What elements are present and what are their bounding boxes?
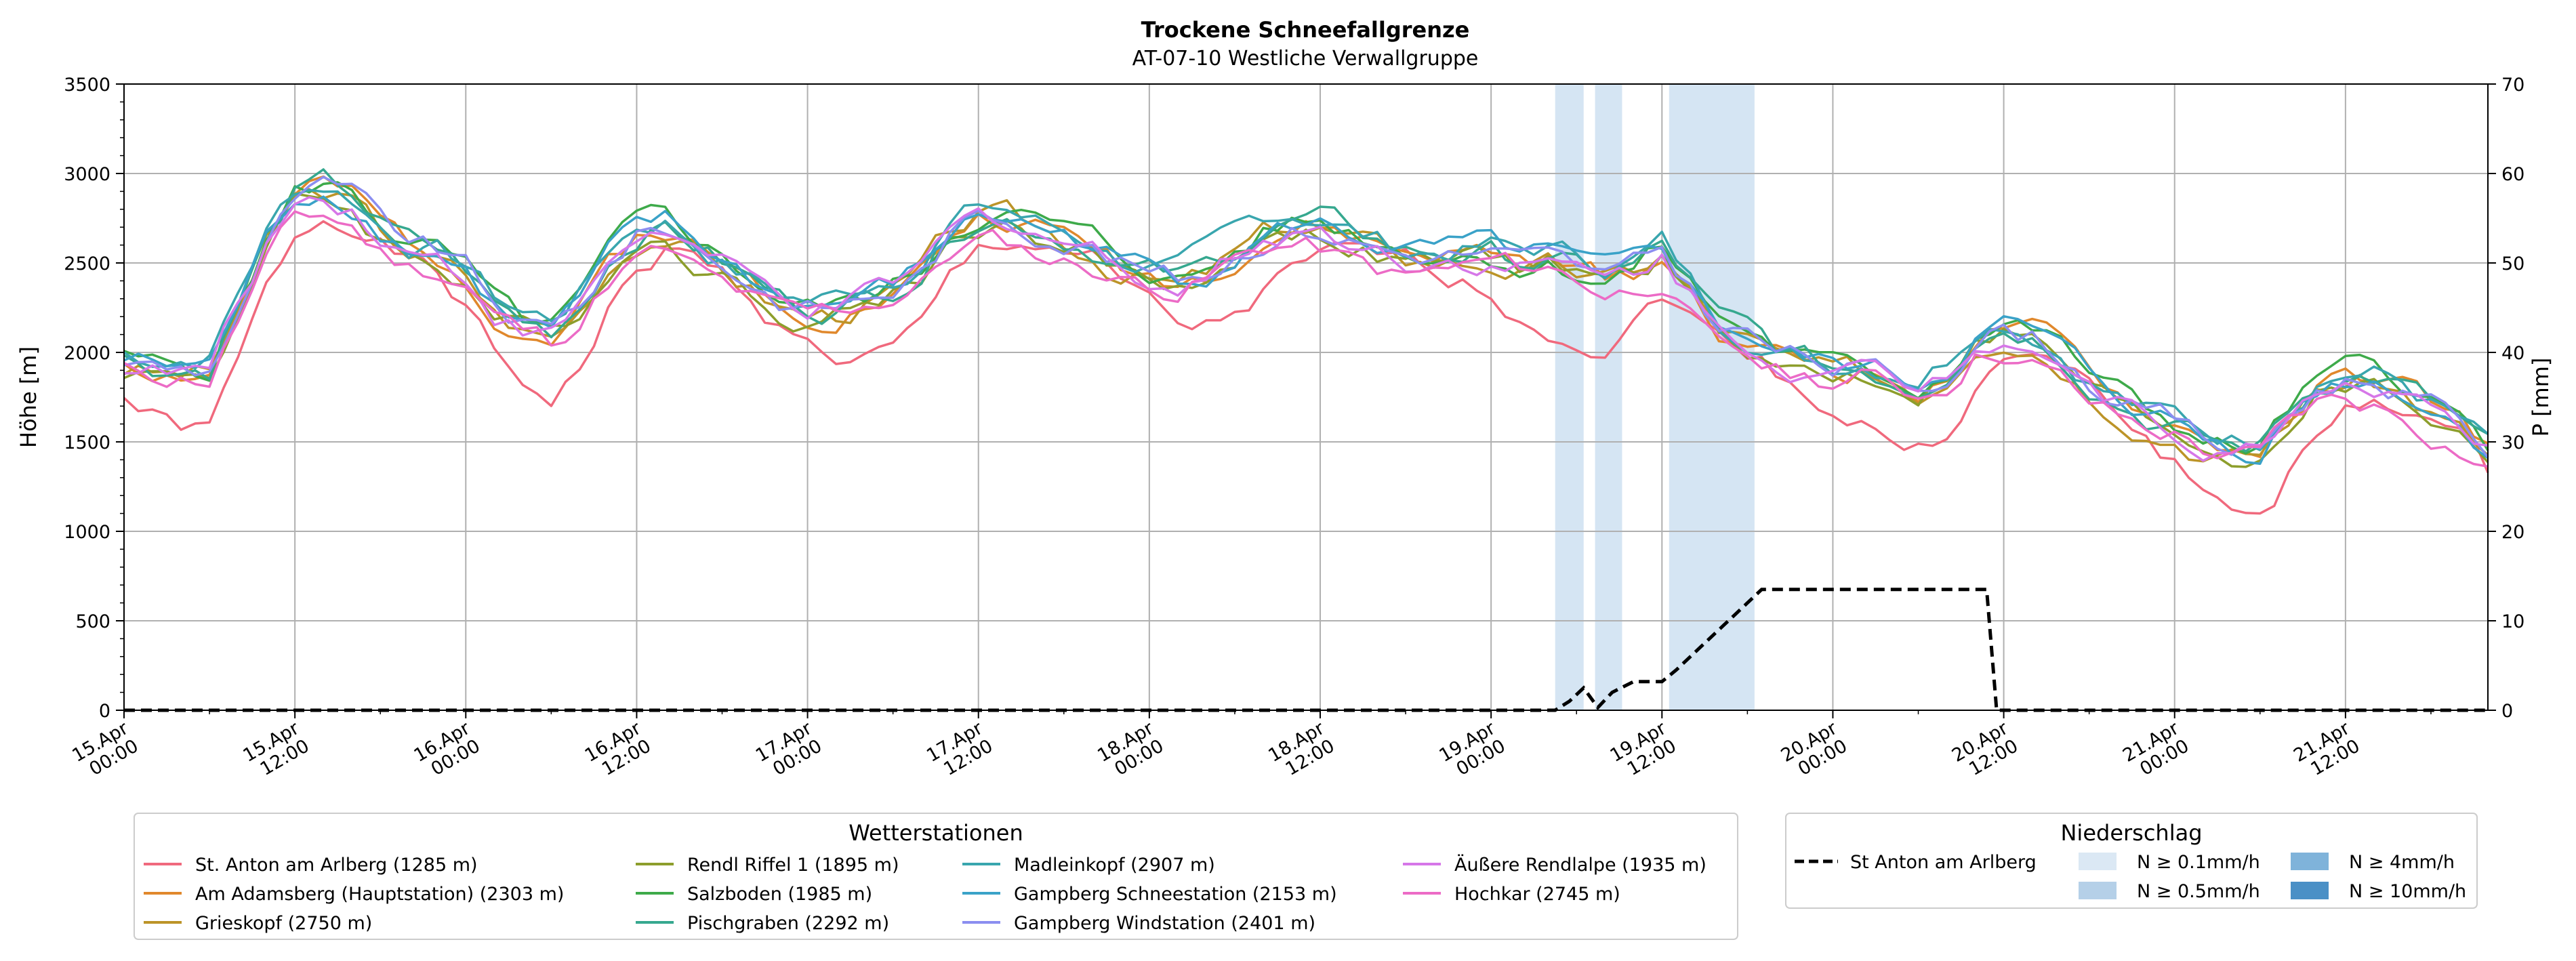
precipitation-spans [1555, 84, 1755, 710]
x-tick-label-3: 16.Apr12:00 [581, 718, 655, 784]
precip-level-label-3: N ≥ 4mm/h [2349, 852, 2455, 873]
x-axis-ticks: 15.Apr00:00 15.Apr12:00 16.Apr00:00 16.Apr1… [68, 710, 2432, 784]
y-tick-label-0: 0 [99, 701, 110, 722]
y-axis-ticks: 0 500 1000 1500 2000 2500 3000 3500 [64, 75, 124, 722]
precip-level-swatch-2 [2079, 882, 2117, 899]
station-line-9 [123, 176, 2489, 458]
y-tick-label-1: 500 [75, 611, 110, 632]
y2-tick-label-2: 20 [2501, 522, 2524, 543]
precip-span-2 [1595, 84, 1622, 710]
station-line-8 [123, 195, 2489, 466]
precip-level-swatch-1 [2079, 853, 2117, 870]
station-line-1 [123, 220, 2489, 515]
x-tick-label-11: 20.Apr12:00 [1948, 718, 2022, 784]
precip-level-swatch-3 [2291, 853, 2329, 870]
precip-legend-items: N ≥ 0.1mm/h N ≥ 0.5mm/h N ≥ 4mm/h N ≥ 10mm/… [2079, 852, 2466, 902]
stations-legend: Wetterstationen St. Anton am Arlberg (12… [134, 813, 1738, 940]
station-lines [123, 168, 2489, 515]
x-tick-label-8: 19.Apr00:00 [1436, 718, 1510, 784]
y-tick-label-2: 1000 [64, 522, 110, 543]
x-tick-label-2: 16.Apr00:00 [411, 718, 485, 784]
chart-title: Trockene Schneefallgrenze [1141, 17, 1470, 43]
precip-span-3 [1669, 84, 1755, 710]
x-tick-label-9: 19.Apr12:00 [1607, 718, 1681, 784]
y2-tick-label-4: 40 [2501, 343, 2524, 364]
precip-legend-title: Niederschlag [2060, 820, 2202, 846]
y-tick-label-6: 3000 [64, 164, 110, 185]
station-line-11 [123, 210, 2489, 468]
legend-label-9: Gampberg Windstation (2401 m) [1014, 913, 1315, 934]
legend-label-8: Gampberg Schneestation (2153 m) [1014, 884, 1337, 905]
precip-legend: Niederschlag St Anton am Arlberg N ≥ 0.1… [1785, 813, 2478, 909]
x-tick-label-7: 18.Apr12:00 [1265, 718, 1338, 784]
y-tick-label-4: 2000 [64, 343, 110, 364]
x-tick-label-0: 15.Apr00:00 [68, 718, 142, 784]
stations-legend-title: Wetterstationen [849, 820, 1023, 846]
y-tick-label-7: 3500 [64, 75, 110, 96]
y2-axis-ticks: 0 10 20 30 40 50 60 70 [2488, 75, 2524, 722]
x-tick-label-12: 21.Apr00:00 [2119, 718, 2193, 784]
y2-tick-label-7: 70 [2501, 75, 2524, 96]
station-line-4 [123, 192, 2489, 468]
y2-axis-label: P [mm] [2528, 358, 2554, 437]
legend-label-5: Salzboden (1985 m) [687, 884, 872, 905]
chart-subtitle: AT-07-10 Westliche Verwallgruppe [1132, 47, 1479, 70]
grid-lines [123, 83, 2488, 711]
legend-label-3: Grieskopf (2750 m) [195, 913, 372, 934]
legend-label-1: St. Anton am Arlberg (1285 m) [195, 855, 478, 876]
stations-legend-items: St. Anton am Arlberg (1285 m) Am Adamsber… [144, 854, 1706, 934]
x-tick-label-6: 18.Apr00:00 [1094, 718, 1168, 784]
x-tick-label-1: 15.Apr12:00 [240, 718, 314, 784]
precip-level-label-1: N ≥ 0.1mm/h [2137, 852, 2260, 873]
y2-tick-label-5: 50 [2501, 253, 2524, 274]
y2-tick-label-3: 30 [2501, 432, 2524, 453]
precip-level-swatch-4 [2291, 882, 2329, 899]
stations-legend-box [134, 813, 1738, 940]
legend-label-2: Am Adamsberg (Hauptstation) (2303 m) [195, 884, 564, 905]
precipitation-line [124, 588, 2488, 712]
x-tick-label-5: 17.Apr12:00 [923, 718, 997, 784]
y-tick-label-5: 2500 [64, 253, 110, 274]
precip-level-label-2: N ≥ 0.5mm/h [2137, 881, 2260, 902]
y-tick-label-3: 1500 [64, 432, 110, 453]
legend-label-6: Pischgraben (2292 m) [687, 913, 889, 934]
x-tick-label-13: 21.Apr12:00 [2290, 718, 2364, 784]
y-axis-label: Höhe [m] [16, 346, 41, 448]
legend-label-4: Rendl Riffel 1 (1895 m) [687, 855, 899, 876]
plot-frame [123, 83, 2489, 711]
y2-tick-label-6: 60 [2501, 164, 2524, 185]
station-line-10 [123, 196, 2489, 462]
y2-tick-label-1: 10 [2501, 611, 2524, 632]
precip-legend-line-label: St Anton am Arlberg [1850, 852, 2037, 873]
legend-label-11: Hochkar (2745 m) [1454, 884, 1620, 905]
precip-level-label-4: N ≥ 10mm/h [2349, 881, 2466, 902]
precipitation-line-group [124, 588, 2488, 712]
x-tick-label-4: 17.Apr00:00 [752, 718, 826, 784]
legend-label-7: Madleinkopf (2907 m) [1014, 855, 1215, 876]
x-tick-label-10: 20.Apr00:00 [1778, 718, 1852, 784]
legend-label-10: Äußere Rendlalpe (1935 m) [1454, 854, 1706, 876]
y2-tick-label-0: 0 [2501, 701, 2513, 722]
precip-span-1 [1555, 84, 1584, 710]
